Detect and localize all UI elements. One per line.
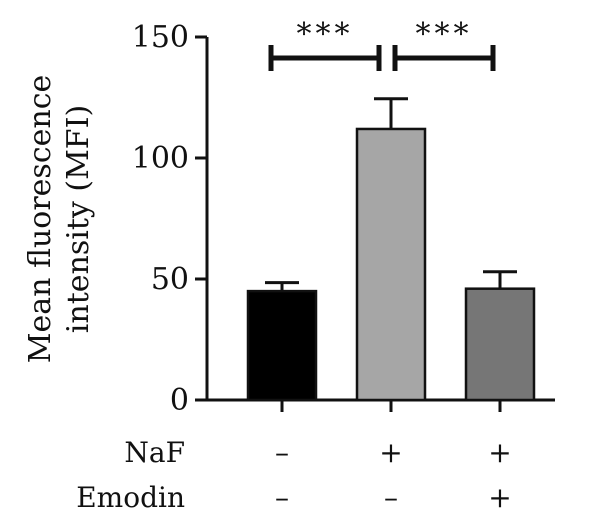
significance-brackets: *** ***: [268, 17, 496, 71]
y-tick-label: 0: [170, 383, 189, 418]
y-axis-label: Mean fluorescence intensity (MFI): [23, 75, 96, 364]
condition-mark: –: [384, 481, 398, 514]
bar: [464, 287, 536, 402]
condition-mark: +: [488, 481, 511, 514]
condition-table: NaF – + + Emodin – – +: [76, 436, 512, 514]
condition-mark: +: [488, 436, 511, 469]
bars: [246, 97, 536, 402]
significance-label: ***: [416, 17, 473, 52]
condition-mark: –: [275, 436, 289, 469]
y-axis-label-line-2: intensity (MFI): [61, 105, 96, 333]
y-tick-label: 100: [132, 141, 189, 176]
y-tick-label: 150: [132, 20, 189, 55]
y-tick-label: 50: [151, 262, 189, 297]
significance-label: ***: [297, 17, 354, 52]
y-axis-label-line-1: Mean fluorescence: [23, 75, 58, 364]
condition-mark: –: [275, 481, 289, 514]
condition-mark: +: [379, 436, 402, 469]
bar: [246, 289, 318, 402]
bar: [355, 127, 427, 402]
condition-label: Emodin: [76, 481, 185, 514]
condition-label: NaF: [124, 436, 185, 469]
